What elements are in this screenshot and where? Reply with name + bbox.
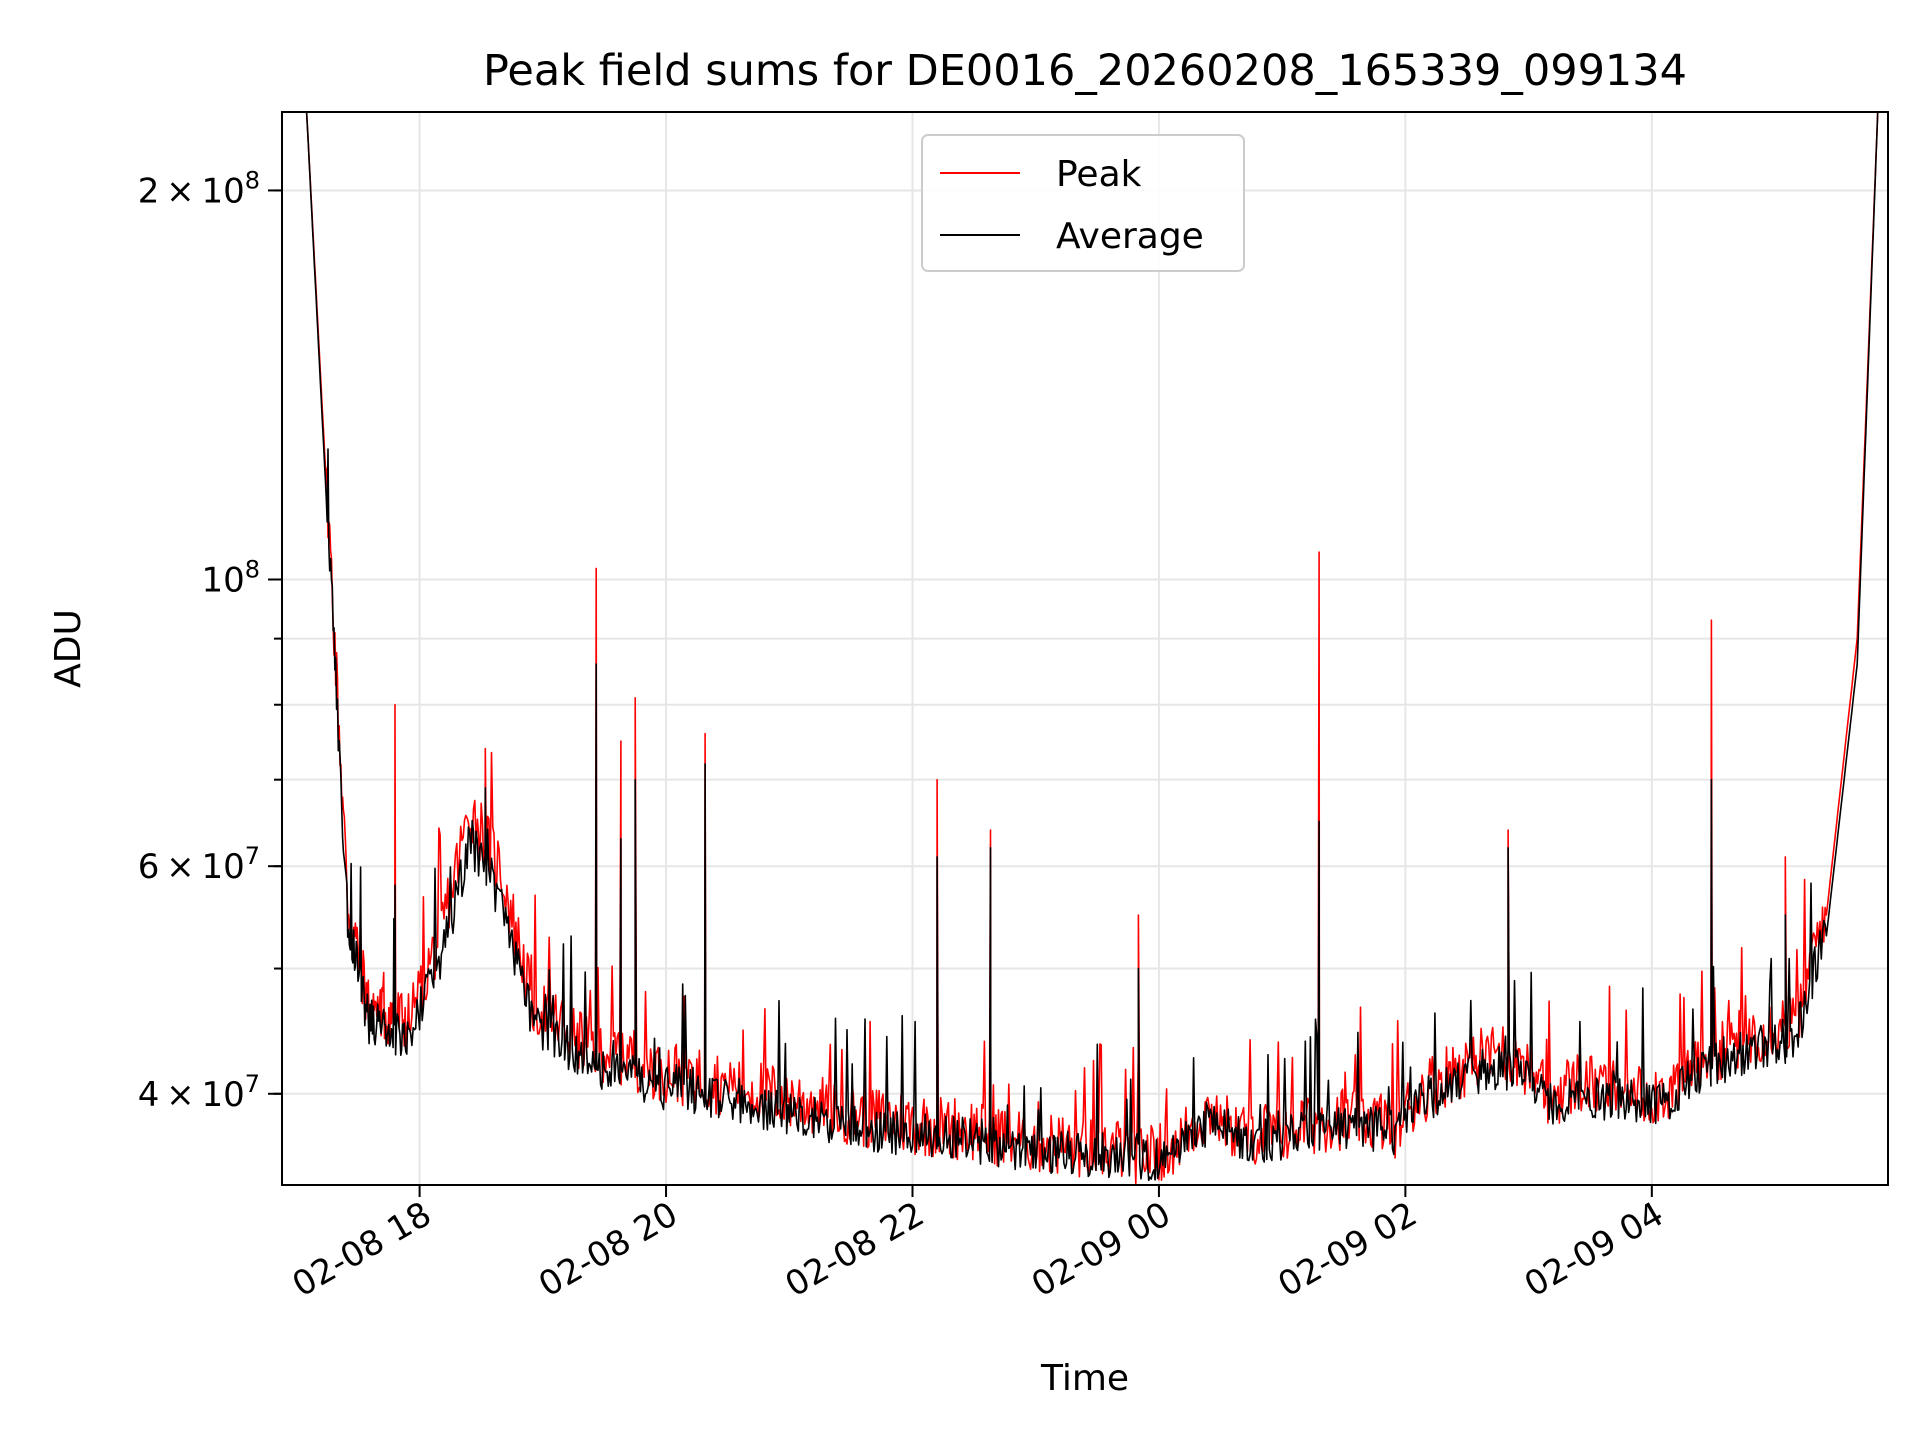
legend-label-peak: Peak	[1056, 154, 1142, 195]
plot-frame	[281, 111, 1889, 1186]
y-tick-label: 6 × 107	[138, 842, 260, 887]
y-tick-label: 4 × 107	[138, 1070, 260, 1115]
chart-title: Peak field sums for DE0016_20260208_1653…	[483, 46, 1687, 96]
series-line-average	[305, 112, 1879, 1182]
y-tick-label: 2 × 108	[138, 166, 260, 211]
legend: Peak Average	[921, 134, 1245, 272]
series-line-peak	[305, 112, 1879, 1185]
legend-box	[921, 134, 1245, 272]
legend-label-average: Average	[1056, 216, 1204, 257]
plot-lines	[305, 112, 1879, 1185]
y-axis: 4 × 107 6 × 107 108 2 × 108	[138, 166, 282, 1115]
x-axis-title: Time	[1040, 1358, 1129, 1399]
y-axis-title: ADU	[48, 609, 89, 688]
y-tick-label: 108	[201, 555, 260, 600]
